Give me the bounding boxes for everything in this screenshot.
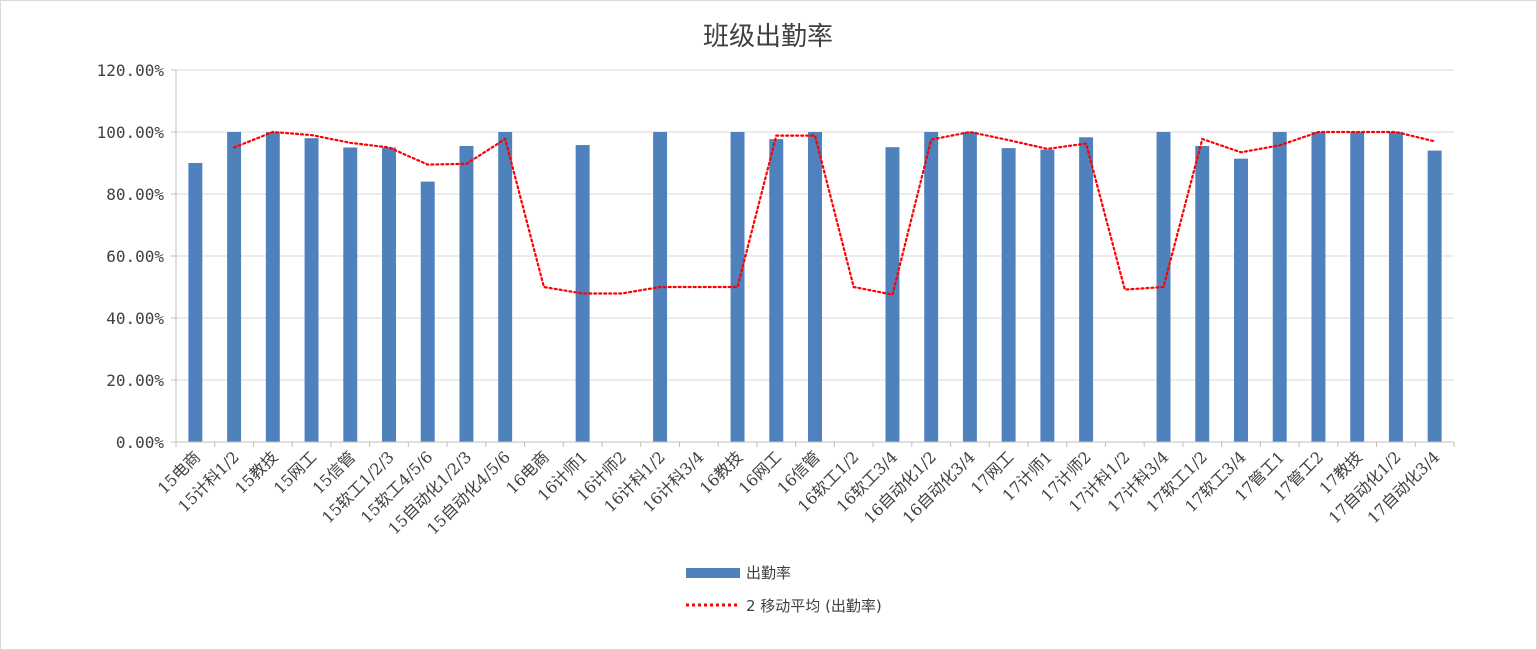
bar (1427, 150, 1442, 442)
legend: 出勤率 2 移动平均 (出勤率) (686, 564, 882, 615)
x-tick-label: 15教技 (231, 447, 281, 497)
bar (188, 163, 203, 442)
y-tick-label: 120.00% (97, 61, 165, 80)
x-tick-label: 16网工 (735, 447, 785, 497)
y-tick-label: 0.00% (116, 433, 165, 452)
y-tick-label: 40.00% (106, 309, 164, 328)
bar (382, 147, 396, 442)
bar-series (188, 132, 1442, 443)
bar (575, 145, 590, 442)
bar (1001, 148, 1016, 442)
bar (808, 132, 822, 442)
bar (769, 139, 784, 442)
bar (304, 138, 319, 442)
legend-label-line: 2 移动平均 (出勤率) (746, 597, 882, 615)
y-tick-label: 100.00% (97, 123, 165, 142)
y-tick-label: 80.00% (106, 185, 164, 204)
bar (227, 132, 242, 442)
moving-average-series (233, 130, 1436, 296)
bar (1040, 149, 1055, 443)
legend-swatch-bar (686, 568, 740, 578)
y-axis: 0.00% 20.00% 40.00% 60.00% 80.00% 100.00% 120.… (97, 61, 177, 452)
bar (498, 132, 513, 442)
bar (924, 132, 939, 442)
y-tick-label: 20.00% (106, 371, 164, 390)
bar (343, 147, 358, 442)
bar (1272, 132, 1287, 442)
y-tick-label: 60.00% (106, 247, 164, 266)
bar (730, 132, 745, 442)
moving-average-line (233, 130, 1436, 296)
bar (1350, 132, 1365, 442)
legend-label-bar: 出勤率 (746, 564, 791, 582)
bar (1234, 158, 1248, 442)
x-tick-label: 15网工 (270, 447, 320, 497)
bar (962, 132, 977, 442)
chart-title: 班级出勤率 (703, 22, 833, 52)
bar (459, 145, 474, 442)
x-tick-label: 16教技 (696, 447, 746, 497)
bar (420, 181, 435, 442)
bar (265, 132, 280, 442)
bar (1388, 132, 1403, 442)
bar (1079, 137, 1094, 442)
bar (1195, 145, 1210, 442)
bar (1311, 132, 1326, 442)
x-axis: 15电商15计科1/215教技15网工15信管15软工1/2/315软工4/5/… (154, 441, 1455, 538)
